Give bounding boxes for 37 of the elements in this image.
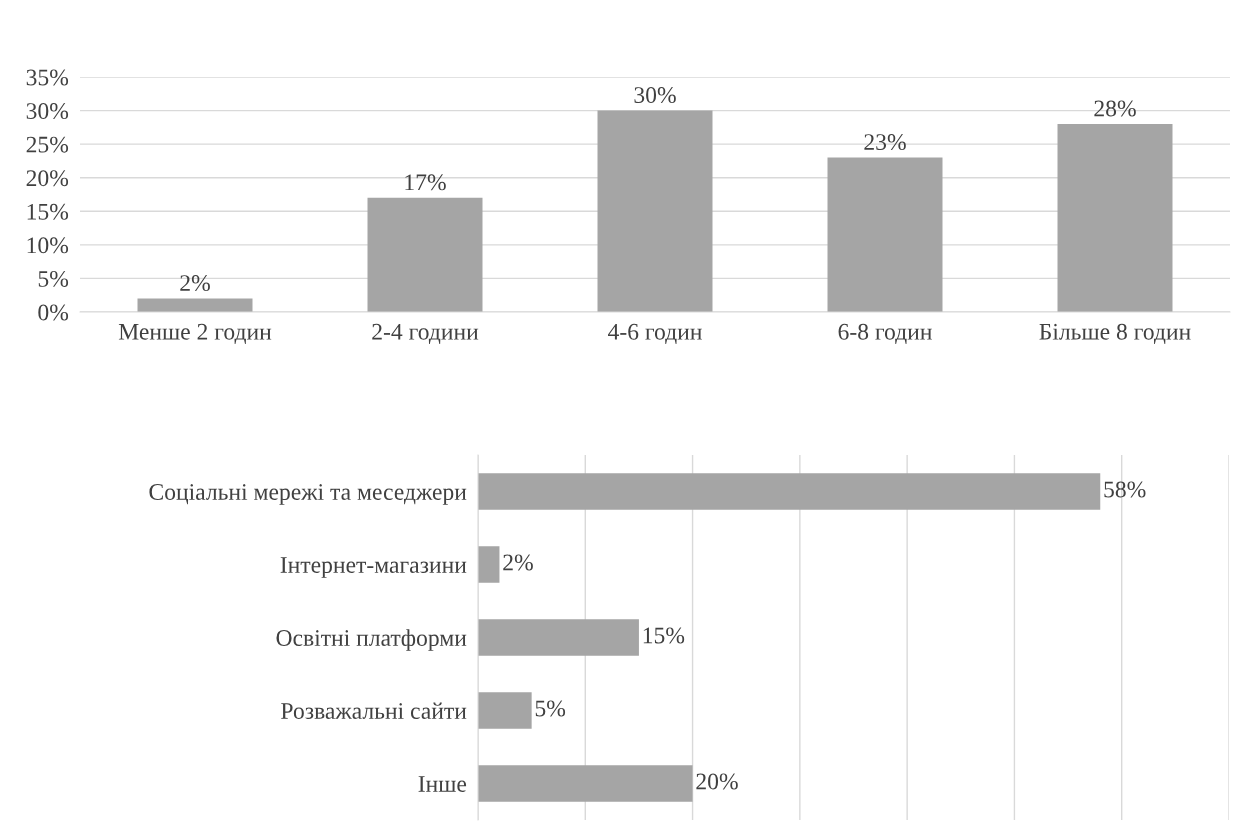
data-label: 30% — [634, 87, 676, 104]
bar — [478, 473, 1101, 510]
y-tick-label: 10% — [27, 237, 69, 254]
bar — [478, 765, 693, 802]
y-tick-label: Інтернет-магазини — [280, 557, 467, 578]
y-tick-label: 25% — [26, 136, 69, 153]
y-tick-label: Соціальні мережі та меседжери — [149, 484, 467, 505]
data-label: 23% — [864, 134, 906, 151]
x-tick-label: Більше 8 годин — [1039, 323, 1191, 345]
bar — [478, 546, 500, 583]
data-label: 5% — [535, 700, 566, 717]
bar — [1057, 124, 1173, 312]
x-tick-label: 4-6 годин — [608, 323, 702, 345]
data-label: 2% — [180, 275, 210, 292]
data-label: 58% — [1104, 481, 1146, 498]
y-tick-label: Інше — [418, 776, 467, 792]
y-tick-label: 15% — [27, 203, 69, 220]
y-tick-label: 30% — [26, 103, 69, 120]
x-tick-label: Менше 2 годин — [118, 323, 272, 345]
data-label: 15% — [643, 627, 685, 644]
y-tick-label: Освітні платформи — [276, 629, 467, 651]
bar — [478, 619, 639, 656]
bar — [478, 692, 532, 729]
bar — [597, 110, 713, 312]
y-tick-label: 5% — [38, 270, 69, 287]
data-label: 20% — [696, 773, 738, 790]
y-tick-label: Розважальні сайти — [281, 702, 467, 719]
y-tick-label: 20% — [26, 170, 69, 187]
x-tick-label: 6-8 годин — [838, 323, 932, 345]
y-tick-label: 35% — [26, 69, 69, 86]
data-label: 17% — [405, 174, 446, 191]
y-tick-label: 0% — [38, 304, 69, 321]
bar — [367, 197, 483, 312]
data-label: 2% — [503, 554, 533, 571]
bar — [827, 157, 943, 312]
data-label: 28% — [1094, 100, 1136, 117]
x-tick-label: 2-4 години — [372, 323, 479, 345]
